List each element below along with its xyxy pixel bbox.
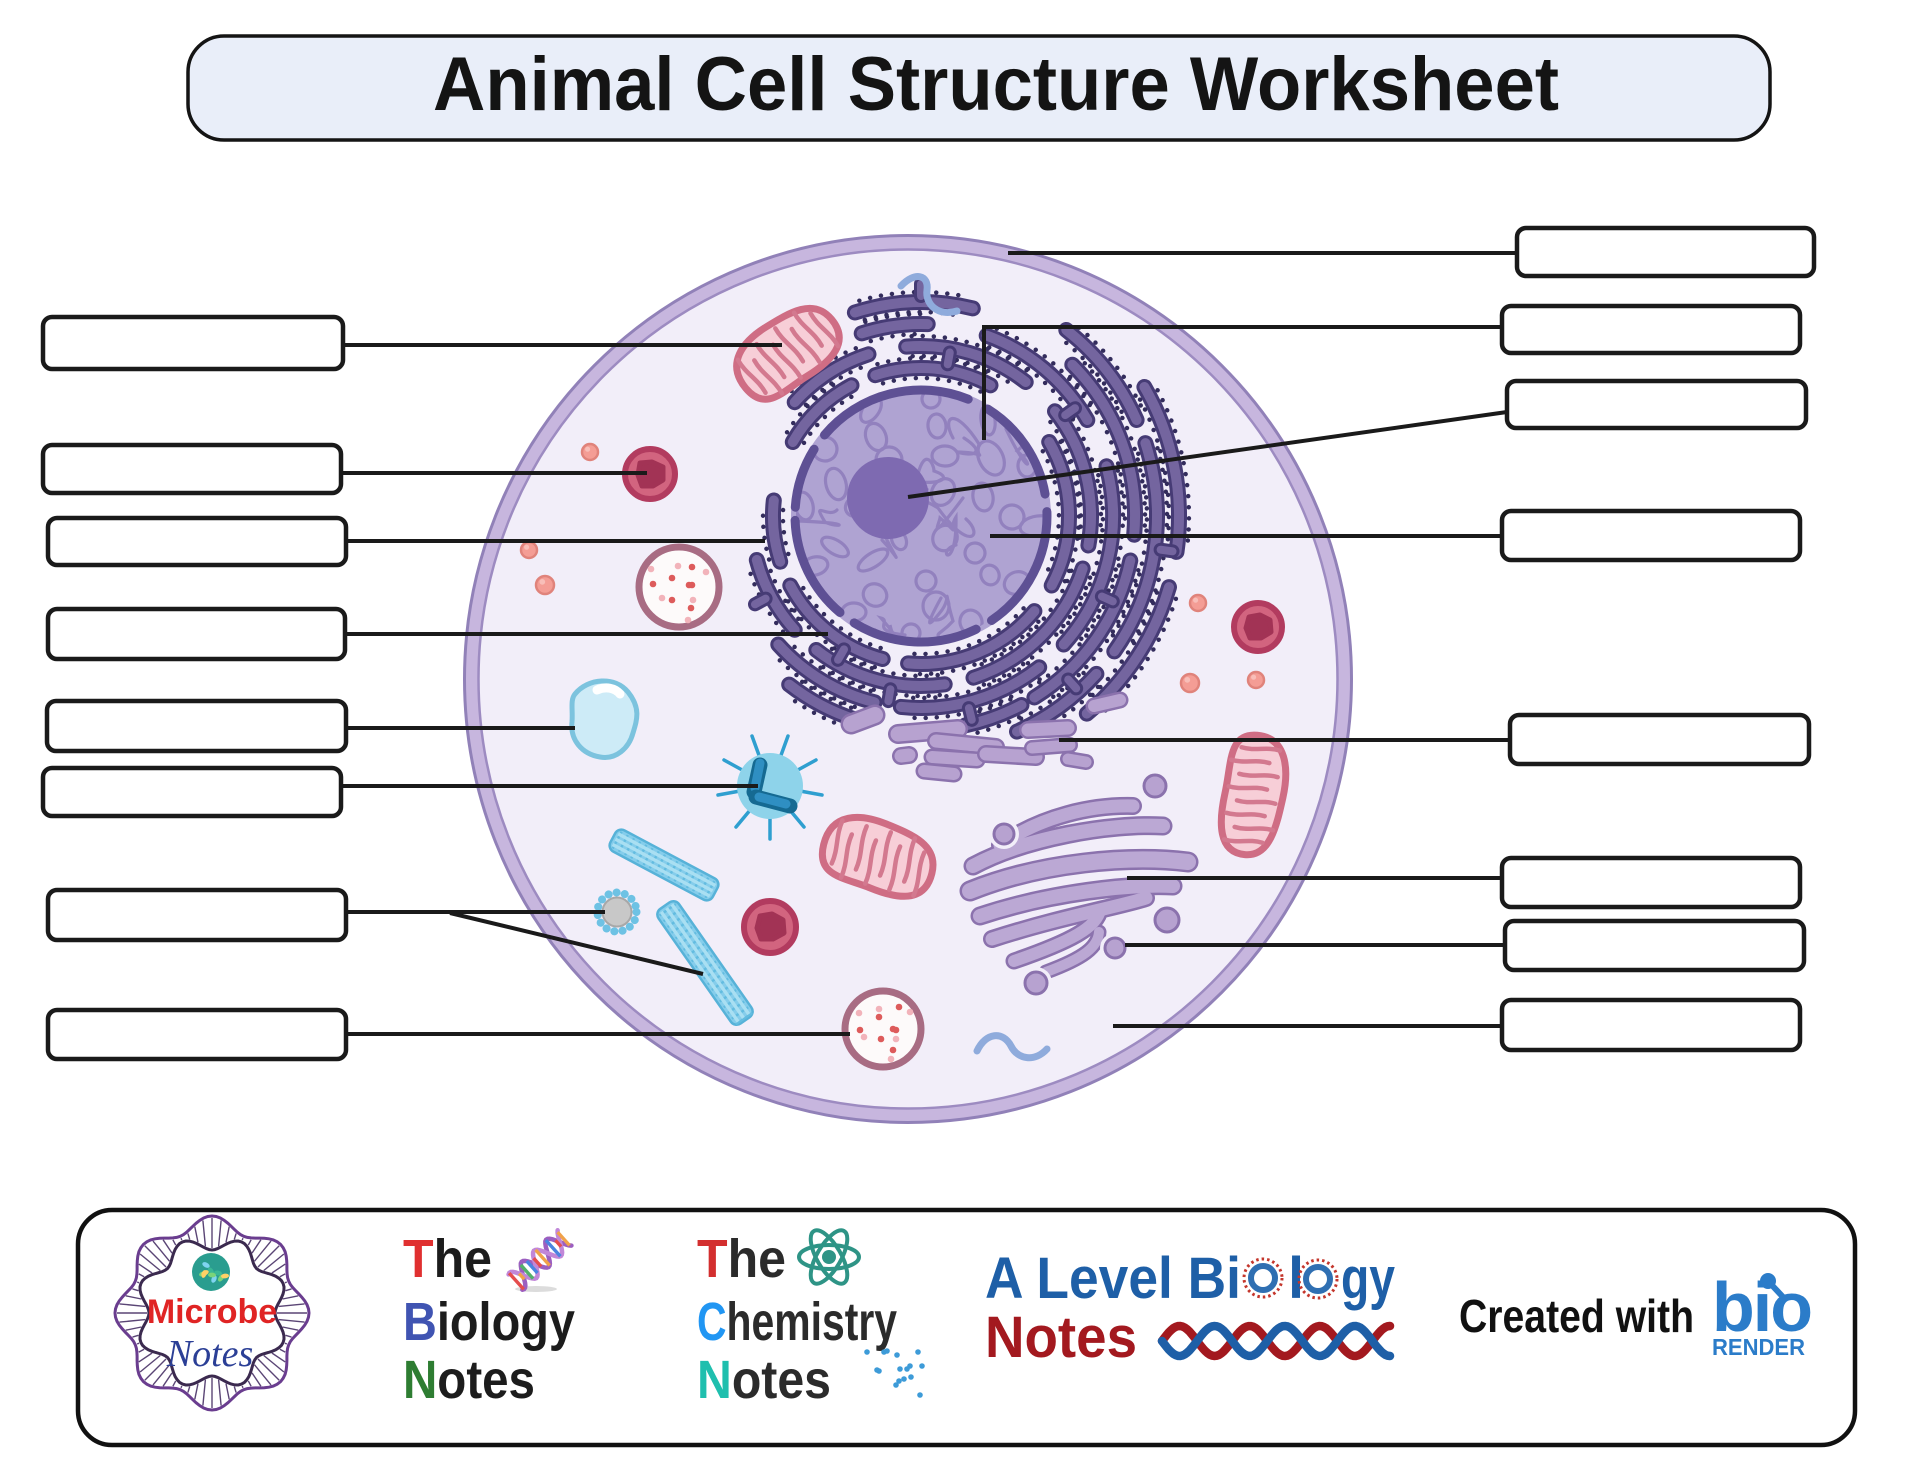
- svg-text:Notes: Notes: [166, 1333, 254, 1375]
- svg-text:l: l: [1288, 1246, 1304, 1311]
- svg-text:Notes: Notes: [697, 1350, 831, 1410]
- svg-text:Microbe: Microbe: [147, 1293, 277, 1331]
- svg-text:The: The: [403, 1229, 492, 1289]
- svg-text:Biology: Biology: [403, 1292, 575, 1352]
- svg-text:The: The: [697, 1229, 786, 1289]
- svg-text:Animal Cell Structure Workshee: Animal Cell Structure Worksheet: [433, 42, 1559, 127]
- svg-text:Created with: Created with: [1459, 1290, 1694, 1342]
- svg-text:gy: gy: [1341, 1246, 1395, 1311]
- svg-text:Notes: Notes: [985, 1305, 1137, 1370]
- svg-text:RENDER: RENDER: [1712, 1334, 1805, 1360]
- svg-text:Notes: Notes: [403, 1350, 535, 1410]
- svg-text:A Level Bi: A Level Bi: [985, 1246, 1241, 1311]
- svg-text:Chemistry: Chemistry: [697, 1292, 897, 1352]
